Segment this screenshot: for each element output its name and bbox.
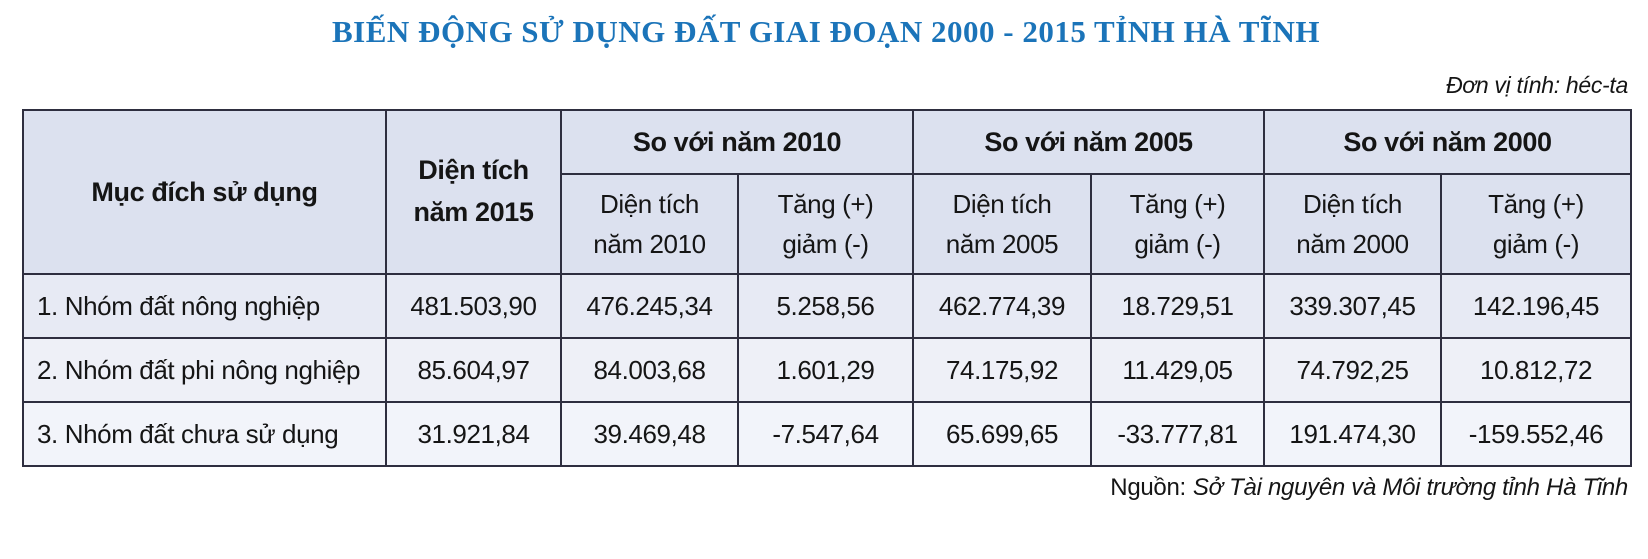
- unit-note: Đơn vị tính: héc-ta: [1445, 72, 1628, 98]
- value-cell: -33.777,81: [1090, 401, 1265, 467]
- table-row: 2. Nhóm đất phi nông nghiệp 85.604,97 84…: [22, 337, 1632, 403]
- source-name: Sở Tài nguyên và Môi trường tỉnh Hà Tĩnh: [1192, 474, 1628, 501]
- value-cell: 5.258,56: [737, 273, 914, 339]
- header-area-2015: Diện tích năm 2015: [385, 109, 562, 275]
- value-cell: 65.699,65: [912, 401, 1092, 467]
- header-area-2010: Diện tích năm 2010: [560, 173, 739, 275]
- value-cell: 74.175,92: [912, 337, 1092, 403]
- value-cell: 10.812,72: [1440, 337, 1632, 403]
- header-change-2010: Tăng (+) giảm (-): [737, 173, 914, 275]
- page-title: BIẾN ĐỘNG SỬ DỤNG ĐẤT GIAI ĐOẠN 2000 - 2…: [332, 14, 1320, 49]
- page: BIẾN ĐỘNG SỬ DỤNG ĐẤT GIAI ĐOẠN 2000 - 2…: [22, 14, 1632, 502]
- row-label: 3. Nhóm đất chưa sử dụng: [22, 401, 387, 467]
- table-row: 3. Nhóm đất chưa sử dụng 31.921,84 39.46…: [22, 401, 1632, 467]
- value-cell: 462.774,39: [912, 273, 1092, 339]
- value-cell: 191.474,30: [1263, 401, 1442, 467]
- header-change-2000: Tăng (+) giảm (-): [1440, 173, 1632, 275]
- value-cell: 39.469,48: [560, 401, 739, 467]
- header-sub-row: Diện tích năm 2010 Tăng (+) giảm (-) Diệ…: [23, 173, 1632, 275]
- header-area-2000: Diện tích năm 2000: [1263, 173, 1442, 275]
- value-cell: 339.307,45: [1263, 273, 1442, 339]
- value-cell: 481.503,90: [385, 273, 562, 339]
- value-cell: 85.604,97: [385, 337, 562, 403]
- land-use-table: Mục đích sử dụng Diện tích năm 2015 So v…: [22, 109, 1632, 467]
- value-cell: 1.601,29: [737, 337, 914, 403]
- value-cell: 142.196,45: [1440, 273, 1632, 339]
- row-label: 1. Nhóm đất nông nghiệp: [22, 273, 387, 339]
- row-label: 2. Nhóm đất phi nông nghiệp: [22, 337, 387, 403]
- value-cell: 31.921,84: [385, 401, 562, 467]
- header-purpose: Mục đích sử dụng: [22, 109, 387, 275]
- header-group-row: Mục đích sử dụng Diện tích năm 2015 So v…: [22, 109, 1632, 275]
- header-area-2005: Diện tích năm 2005: [912, 173, 1092, 275]
- header-group-vs-2010: So với năm 2010: [560, 109, 914, 175]
- value-cell: -7.547,64: [737, 401, 914, 467]
- source-note: Nguồn: Sở Tài nguyên và Môi trường tỉnh H…: [22, 474, 1628, 502]
- table-row: 1. Nhóm đất nông nghiệp 481.503,90 476.2…: [22, 273, 1632, 339]
- value-cell: 11.429,05: [1090, 337, 1265, 403]
- source-prefix: Nguồn:: [1110, 474, 1186, 501]
- value-cell: -159.552,46: [1440, 401, 1632, 467]
- header-change-2005: Tăng (+) giảm (-): [1090, 173, 1265, 275]
- header-group-vs-2005: So với năm 2005: [912, 109, 1265, 175]
- value-cell: 476.245,34: [560, 273, 739, 339]
- value-cell: 74.792,25: [1263, 337, 1442, 403]
- value-cell: 18.729,51: [1090, 273, 1265, 339]
- header-group-vs-2000: So với năm 2000: [1263, 109, 1632, 175]
- value-cell: 84.003,68: [560, 337, 739, 403]
- table-header: Mục đích sử dụng Diện tích năm 2015 So v…: [22, 109, 1632, 275]
- table-body: 1. Nhóm đất nông nghiệp 481.503,90 476.2…: [22, 273, 1632, 467]
